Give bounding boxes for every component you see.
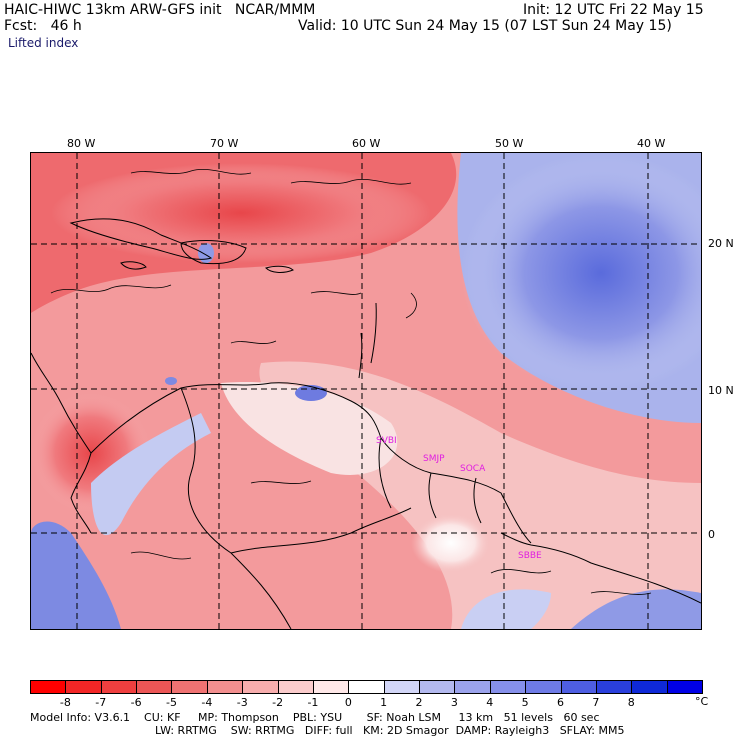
colorbar-tick-label: 0	[344, 696, 352, 709]
model-info-line-1: Model Info: V3.6.1 CU: KF MP: Thompson P…	[30, 711, 600, 724]
colorbar-tick-label: 3	[450, 696, 458, 709]
colorbar-tick-label: -5	[165, 696, 177, 709]
lon-label-40w: 40 W	[637, 137, 666, 150]
colorbar-tick-label: -8	[59, 696, 71, 709]
lon-label-80w: 80 W	[67, 137, 96, 150]
lon-label-50w: 50 W	[495, 137, 524, 150]
lat-lon-grid	[31, 153, 701, 629]
station-labels: SVBI SMJP SOCA SBBE	[376, 436, 542, 561]
colorbar-tick-label: 4	[486, 696, 494, 709]
field-blue-spot-3	[165, 377, 177, 385]
field-red-core	[51, 163, 431, 263]
colorbar-swatch	[489, 680, 527, 694]
colorbar-tick-label: -1	[307, 696, 319, 709]
colorbar-swatch	[206, 680, 244, 694]
colorbar-tick-label: -7	[95, 696, 107, 709]
colorbar-swatch	[631, 680, 668, 694]
colorbar-swatch	[383, 680, 421, 694]
station-sbbe: SBBE	[518, 551, 542, 561]
colorbar-tick-label: 5	[521, 696, 529, 709]
field-blue-amazon	[461, 589, 551, 629]
colorbar-swatch	[312, 680, 350, 694]
init-time: Init: 12 UTC Fri 22 May 15	[523, 2, 704, 18]
colorbar-tick-label: 7	[592, 696, 600, 709]
lon-label-70w: 70 W	[210, 137, 239, 150]
lat-label-0: 0	[708, 528, 715, 541]
colorbar-tick-label: -4	[201, 696, 213, 709]
field-whitish	[221, 382, 398, 475]
lat-label-20n: 20 N	[708, 237, 734, 250]
colorbar-tick-label: 1	[380, 696, 388, 709]
colorbar-tick-label: 8	[627, 696, 635, 709]
model-info-line-2: LW: RRTMG SW: RRTMG DIFF: full KM: 2D Sm…	[155, 724, 625, 737]
colorbar-tick-label: -2	[272, 696, 284, 709]
field-blue-spot-1	[295, 385, 327, 401]
colorbar-swatch	[277, 680, 314, 694]
colorbar-swatch	[666, 680, 703, 694]
colorbar-swatch	[595, 680, 633, 694]
contours	[50, 169, 652, 595]
field-blue-core	[461, 153, 701, 393]
field-blue-southeast	[571, 589, 701, 629]
station-svbi: SVBI	[376, 436, 397, 446]
colorbar-tick-label: -6	[130, 696, 142, 709]
colorbar-unit: °C	[695, 695, 709, 708]
colorbar-swatch	[419, 680, 456, 694]
forecast-hour: Fcst: 46 h	[4, 18, 82, 34]
field-blue-pacific	[31, 521, 121, 629]
field-white-patch	[411, 513, 491, 573]
valid-time: Valid: 10 UTC Sun 24 May 15 (07 LST Sun …	[298, 18, 672, 34]
lon-label-60w: 60 W	[352, 137, 381, 150]
colorbar-swatch	[30, 680, 67, 694]
colorbar-swatch	[242, 680, 279, 694]
station-soca: SOCA	[460, 464, 486, 474]
station-smjp: SMJP	[423, 454, 445, 464]
colorbar-tick-label: 2	[415, 696, 423, 709]
colorbar-swatch	[136, 680, 173, 694]
colorbar-swatch	[525, 680, 562, 694]
colorbar-tick-label: -3	[236, 696, 248, 709]
colorbar-swatch	[454, 680, 491, 694]
colorbar-swatch	[348, 680, 385, 694]
title-line-1: HAIC-HIWC 13km ARW-GFS init NCAR/MMM	[4, 2, 316, 18]
colorbar-swatch	[560, 680, 597, 694]
field-blue-spot-2	[198, 243, 214, 263]
map-canvas: SVBI SMJP SOCA SBBE	[31, 153, 701, 629]
colorbar-swatch	[171, 680, 208, 694]
colorbar-swatch	[100, 680, 138, 694]
colorbar-swatch	[65, 680, 102, 694]
lifted-index-map: SVBI SMJP SOCA SBBE	[30, 152, 702, 630]
field-blue-streak	[91, 413, 211, 536]
field-name: Lifted index	[8, 36, 79, 50]
colorbar-tick-label: 6	[557, 696, 565, 709]
lat-label-10n: 10 N	[708, 384, 734, 397]
